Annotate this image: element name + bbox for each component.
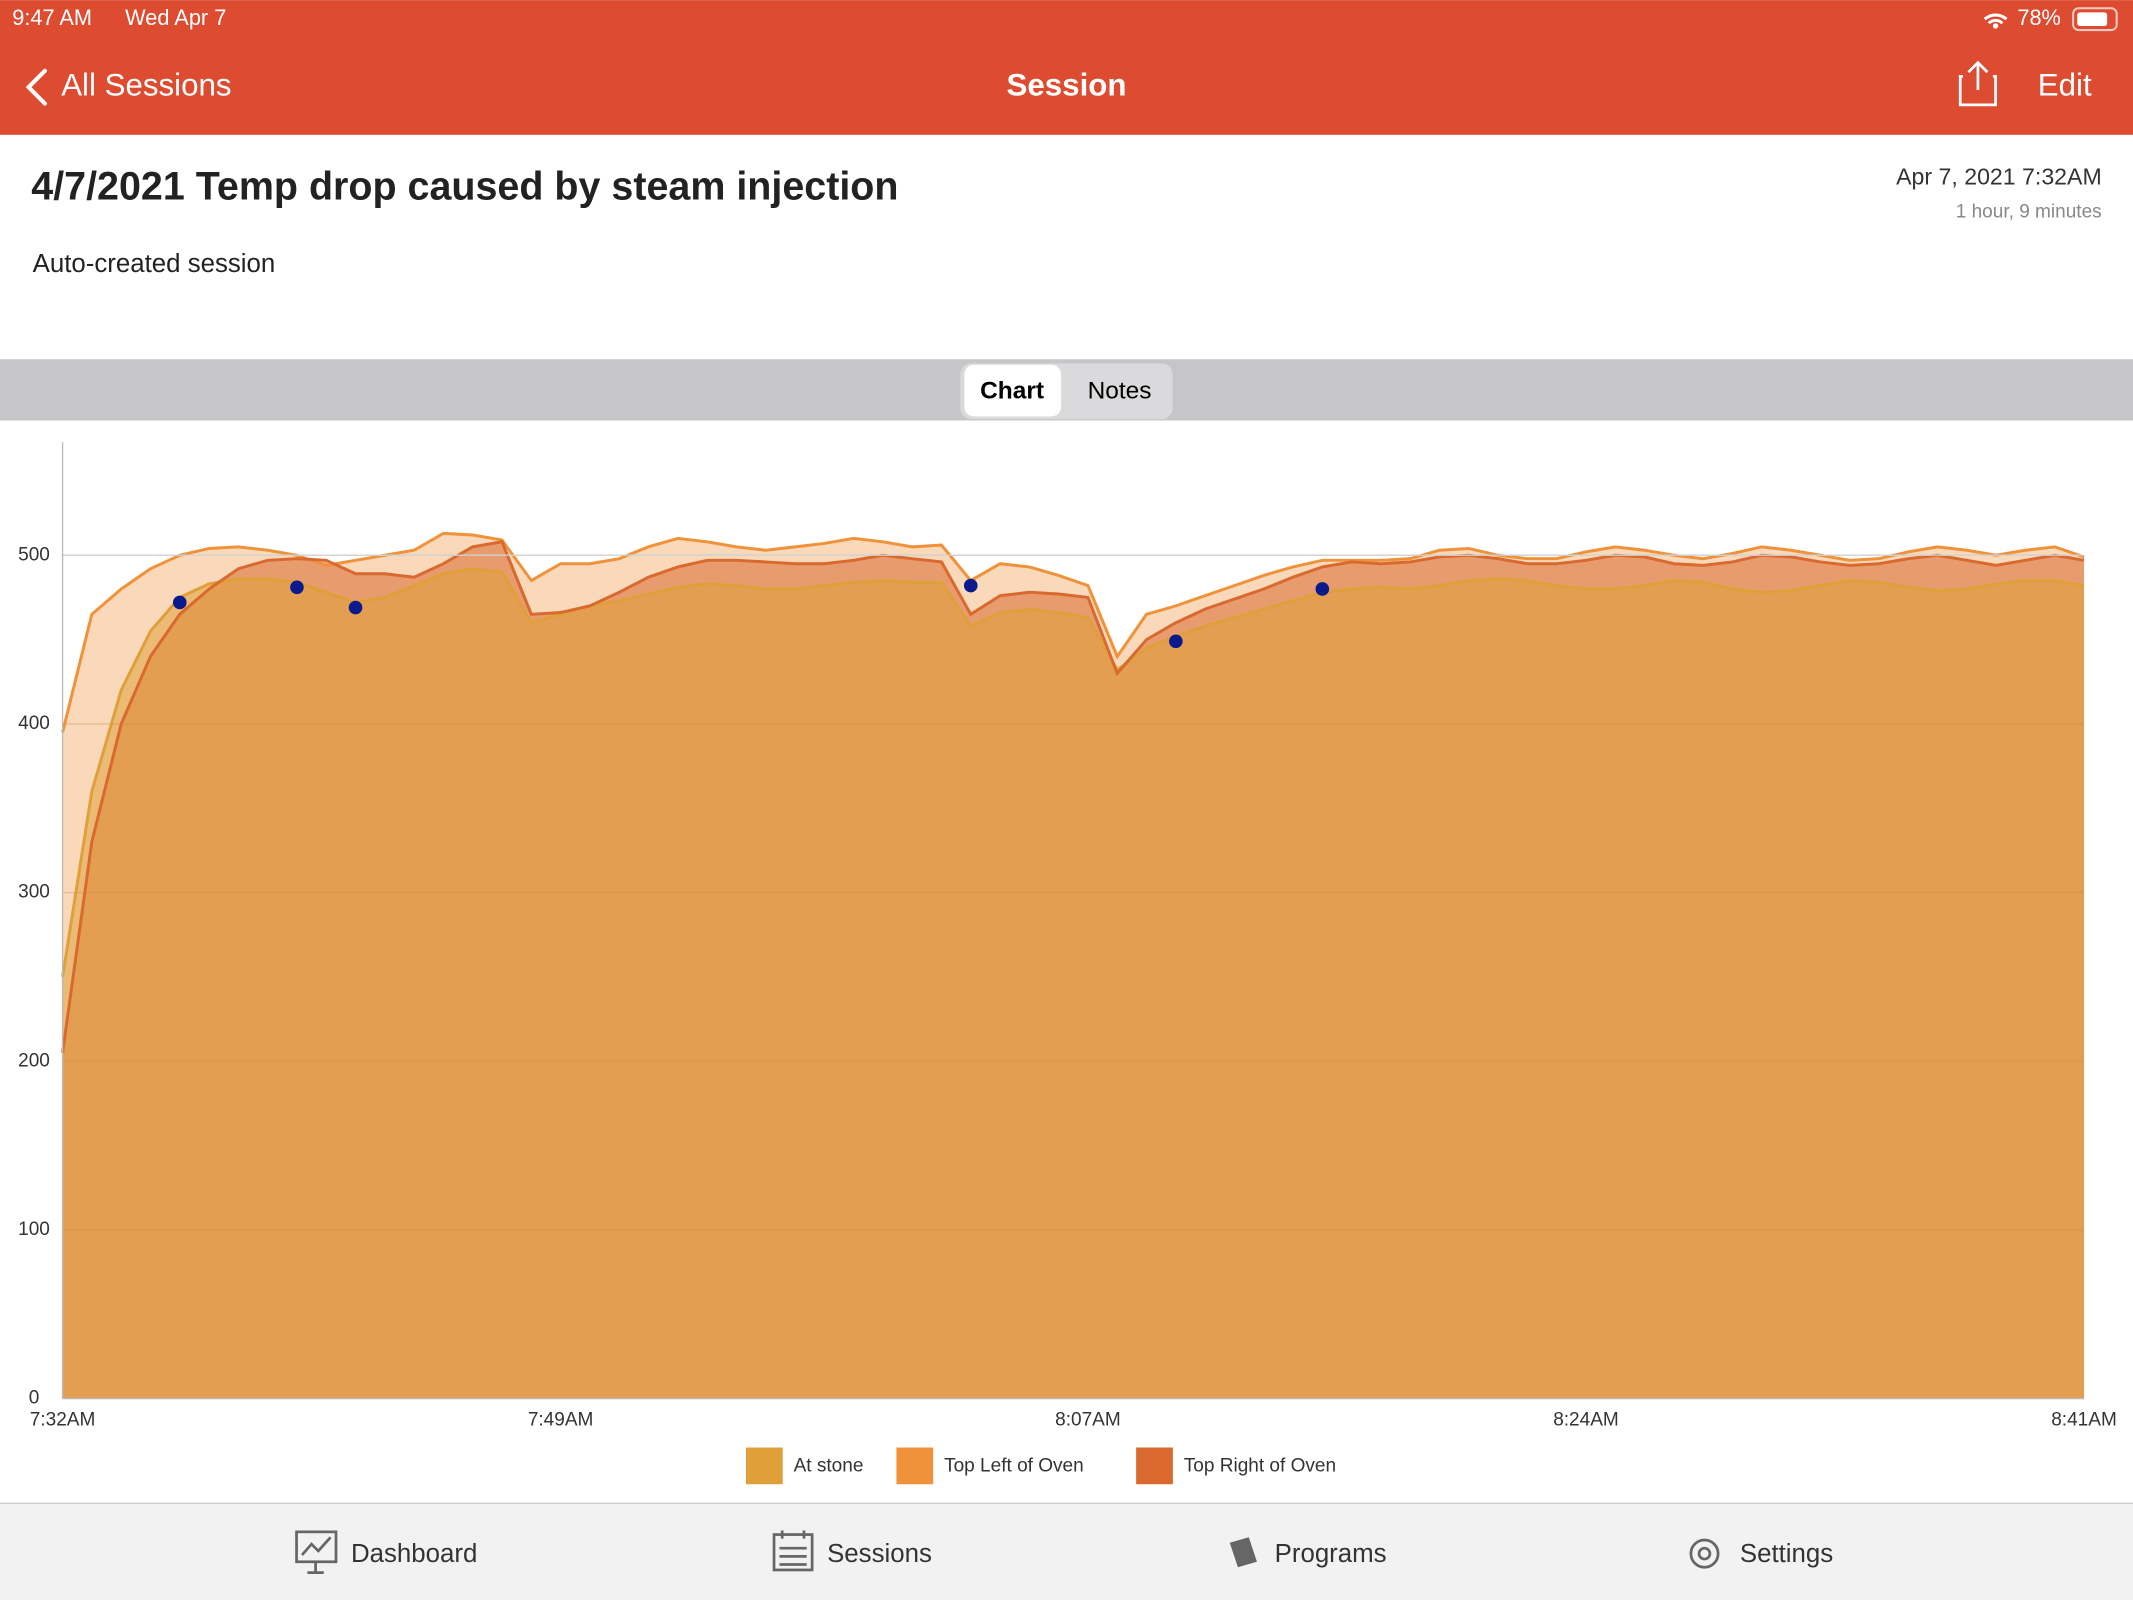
- x-tick-label: 8:41AM: [2051, 1409, 2117, 1430]
- y-tick-label: 400: [18, 713, 50, 734]
- tab-bar: [0, 1503, 2133, 1600]
- back-chevron[interactable]: [25, 68, 47, 106]
- programs-icon: [1229, 1537, 1257, 1568]
- wifi-icon: [1983, 13, 2008, 25]
- settings-icon-center: [1697, 1546, 1712, 1561]
- chart: 0 100 200 300 400 500 7:32AM 7:49AM 8:07AM 8:24AM…: [18, 442, 2117, 1485]
- dashboard-icon-detail: [300, 1536, 332, 1575]
- note-marker: [1169, 634, 1183, 649]
- session-duration: 1 hour, 9 minutes: [1956, 201, 2102, 222]
- note-marker: [172, 595, 187, 610]
- header-bg: [0, 0, 2133, 135]
- legend-swatch: [746, 1447, 783, 1485]
- area: [62, 568, 2085, 1399]
- series-line: [61, 567, 2085, 978]
- y-tick-label: 500: [18, 544, 50, 565]
- tab-sessions[interactable]: Sessions: [827, 1540, 932, 1568]
- legend-label: Top Right of Oven: [1184, 1456, 1336, 1477]
- wifi-dot: [1992, 23, 1999, 29]
- sessions-icon: [772, 1533, 814, 1572]
- battery-level: [2077, 12, 2108, 26]
- note-marker: [290, 580, 304, 595]
- segment-notes[interactable]: Notes: [1088, 377, 1152, 404]
- tab-settings[interactable]: Settings: [1740, 1540, 1833, 1568]
- battery-icon: [2072, 7, 2118, 32]
- edit-button[interactable]: Edit: [2038, 67, 2092, 102]
- tab-icons: [295, 1530, 1720, 1575]
- y-tick-label: 100: [18, 1219, 50, 1240]
- legend-swatch: [896, 1447, 934, 1485]
- session-title: 4/7/2021 Temp drop caused by steam injec…: [31, 165, 898, 209]
- series-line: [61, 531, 2085, 733]
- x-tick-label: 8:07AM: [1055, 1409, 1121, 1430]
- series-line: [61, 540, 2085, 1053]
- legend-label: Top Left of Oven: [944, 1456, 1084, 1477]
- session-date: Apr 7, 2021 7:32AM: [1896, 163, 2102, 189]
- sessions-icon-detail: [779, 1530, 807, 1566]
- back-button[interactable]: All Sessions: [61, 67, 231, 102]
- legend-label: At stone: [794, 1456, 864, 1477]
- battery-text: 78%: [2017, 5, 2061, 30]
- segment-selected[interactable]: [964, 364, 1062, 417]
- y-tick-label: 200: [18, 1050, 50, 1071]
- legend-swatch: [1136, 1447, 1173, 1485]
- x-tick-label: 8:24AM: [1553, 1409, 1619, 1430]
- x-tick-label: 7:32AM: [30, 1409, 96, 1430]
- tab-dashboard[interactable]: Dashboard: [351, 1540, 477, 1568]
- settings-icon: [1689, 1538, 1720, 1569]
- note-marker: [348, 600, 363, 615]
- nav-title: Session: [1007, 67, 1127, 102]
- note-marker: [1315, 582, 1330, 596]
- tab-programs[interactable]: Programs: [1275, 1540, 1387, 1568]
- note-marker: [963, 578, 978, 593]
- segment-chart[interactable]: Chart: [980, 377, 1044, 404]
- x-tick-label: 7:49AM: [528, 1409, 594, 1430]
- y-tick-label: 0: [29, 1388, 40, 1409]
- status-time: 9:47 AM: [12, 5, 92, 30]
- y-tick-label: 300: [18, 882, 50, 903]
- status-date: Wed Apr 7: [125, 5, 226, 30]
- share-icon[interactable]: [1958, 60, 1997, 107]
- session-description: Auto-created session: [33, 250, 276, 278]
